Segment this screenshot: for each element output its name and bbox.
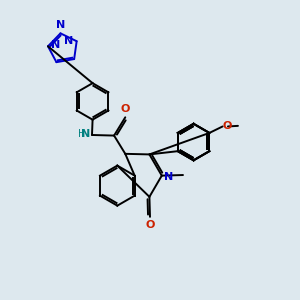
Text: O: O (145, 220, 155, 230)
Text: O: O (222, 122, 231, 131)
Text: N: N (56, 20, 65, 29)
Text: N: N (51, 40, 60, 50)
Text: O: O (121, 104, 130, 114)
Text: N: N (81, 129, 91, 139)
Text: N: N (64, 36, 74, 46)
Text: N: N (164, 172, 173, 182)
Text: H: H (78, 129, 85, 139)
